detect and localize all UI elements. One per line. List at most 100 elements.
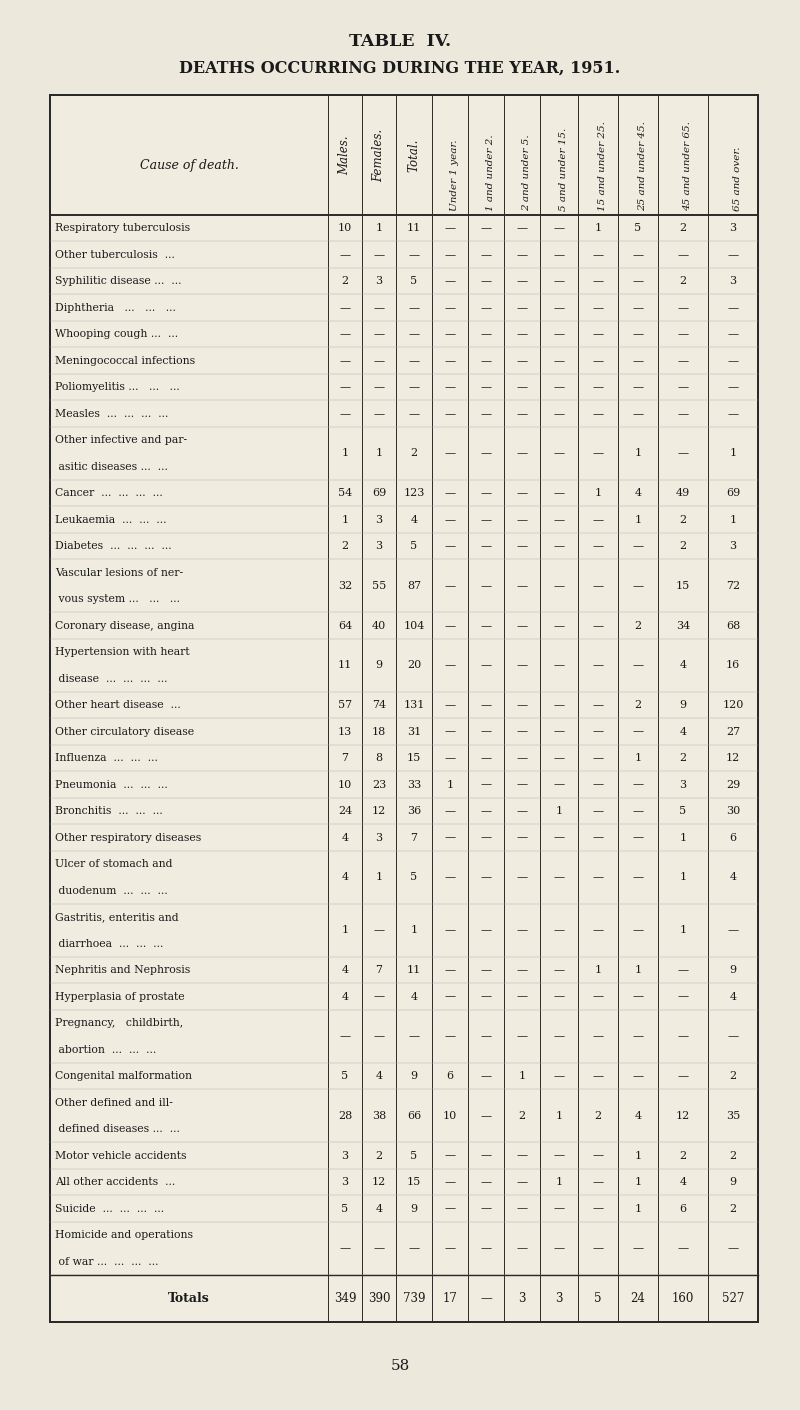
- Text: 4: 4: [410, 515, 418, 525]
- Text: —: —: [633, 276, 643, 286]
- Text: 9: 9: [410, 1204, 418, 1214]
- Text: Whooping cough ...  ...: Whooping cough ... ...: [55, 329, 178, 340]
- Text: —: —: [678, 250, 689, 259]
- Text: —: —: [554, 250, 565, 259]
- Text: —: —: [517, 873, 527, 883]
- Text: 12: 12: [372, 1177, 386, 1187]
- Text: diarrhoea  ...  ...  ...: diarrhoea ... ... ...: [55, 939, 163, 949]
- Text: —: —: [517, 1031, 527, 1042]
- Text: —: —: [633, 832, 643, 843]
- Text: —: —: [481, 780, 491, 790]
- Text: 25 and under 45.: 25 and under 45.: [638, 121, 647, 212]
- Text: —: —: [481, 382, 491, 392]
- Text: —: —: [445, 964, 455, 976]
- Text: —: —: [517, 276, 527, 286]
- Text: —: —: [633, 873, 643, 883]
- Text: —: —: [727, 1244, 738, 1253]
- Text: —: —: [481, 1072, 491, 1081]
- Text: —: —: [445, 873, 455, 883]
- Text: Bronchitis  ...  ...  ...: Bronchitis ... ... ...: [55, 807, 162, 816]
- Text: 30: 30: [726, 807, 740, 816]
- Text: —: —: [481, 1111, 491, 1121]
- Text: Suicide  ...  ...  ...  ...: Suicide ... ... ... ...: [55, 1204, 164, 1214]
- Text: 4: 4: [679, 726, 686, 736]
- Text: Other heart disease  ...: Other heart disease ...: [55, 701, 181, 711]
- Text: —: —: [593, 409, 603, 419]
- Text: of war ...  ...  ...  ...: of war ... ... ... ...: [55, 1256, 158, 1266]
- Text: —: —: [727, 382, 738, 392]
- Text: —: —: [517, 925, 527, 935]
- Text: Hyperplasia of prostate: Hyperplasia of prostate: [55, 991, 185, 1001]
- Text: —: —: [517, 1244, 527, 1253]
- Text: 17: 17: [442, 1292, 458, 1304]
- Text: —: —: [481, 1244, 491, 1253]
- Text: —: —: [554, 276, 565, 286]
- Text: 1: 1: [594, 488, 602, 498]
- Text: 15: 15: [676, 581, 690, 591]
- Text: —: —: [445, 832, 455, 843]
- Text: Total.: Total.: [407, 138, 421, 172]
- Text: —: —: [445, 409, 455, 419]
- Text: —: —: [554, 1031, 565, 1042]
- Text: —: —: [445, 1177, 455, 1187]
- Text: 18: 18: [372, 726, 386, 736]
- Text: —: —: [593, 250, 603, 259]
- Text: —: —: [481, 448, 491, 458]
- Text: —: —: [481, 329, 491, 340]
- Text: —: —: [481, 873, 491, 883]
- Text: TABLE  IV.: TABLE IV.: [349, 34, 451, 51]
- Text: —: —: [445, 250, 455, 259]
- Text: —: —: [517, 991, 527, 1001]
- Text: 1: 1: [446, 780, 454, 790]
- Text: —: —: [554, 1204, 565, 1214]
- Text: 5: 5: [410, 1151, 418, 1160]
- Text: 2: 2: [679, 515, 686, 525]
- Text: —: —: [517, 355, 527, 365]
- Text: 20: 20: [407, 660, 421, 670]
- Text: —: —: [593, 726, 603, 736]
- Text: —: —: [481, 515, 491, 525]
- Text: 36: 36: [407, 807, 421, 816]
- Text: Respiratory tuberculosis: Respiratory tuberculosis: [55, 223, 190, 233]
- Text: Totals: Totals: [168, 1292, 210, 1304]
- Text: defined diseases ...  ...: defined diseases ... ...: [55, 1124, 180, 1134]
- Text: —: —: [633, 1031, 643, 1042]
- Text: Males.: Males.: [338, 135, 351, 175]
- Text: Coronary disease, angina: Coronary disease, angina: [55, 620, 194, 630]
- Text: 4: 4: [342, 964, 349, 976]
- Text: 4: 4: [342, 832, 349, 843]
- Text: 1: 1: [679, 873, 686, 883]
- Text: —: —: [445, 276, 455, 286]
- Text: 2: 2: [679, 223, 686, 233]
- Text: —: —: [633, 382, 643, 392]
- Text: 1: 1: [730, 448, 737, 458]
- Text: —: —: [727, 409, 738, 419]
- Text: 65 and over.: 65 and over.: [733, 147, 742, 212]
- Text: DEATHS OCCURRING DURING THE YEAR, 1951.: DEATHS OCCURRING DURING THE YEAR, 1951.: [179, 59, 621, 76]
- Text: —: —: [445, 355, 455, 365]
- Text: —: —: [445, 807, 455, 816]
- Text: —: —: [593, 1177, 603, 1187]
- Text: 2 and under 5.: 2 and under 5.: [522, 134, 531, 212]
- Text: —: —: [481, 409, 491, 419]
- Text: —: —: [554, 448, 565, 458]
- Text: 3: 3: [342, 1177, 349, 1187]
- Text: —: —: [481, 753, 491, 763]
- Text: 1: 1: [375, 448, 382, 458]
- Text: —: —: [517, 515, 527, 525]
- Text: 390: 390: [368, 1292, 390, 1304]
- Text: Other respiratory diseases: Other respiratory diseases: [55, 832, 202, 843]
- Text: —: —: [678, 1031, 689, 1042]
- Text: 1: 1: [634, 964, 642, 976]
- Text: 1: 1: [594, 964, 602, 976]
- Text: 4: 4: [410, 991, 418, 1001]
- Text: —: —: [593, 448, 603, 458]
- Text: 3: 3: [375, 515, 382, 525]
- Text: —: —: [517, 753, 527, 763]
- Text: —: —: [727, 925, 738, 935]
- Text: —: —: [593, 541, 603, 551]
- Text: Influenza  ...  ...  ...: Influenza ... ... ...: [55, 753, 158, 763]
- Text: Pneumonia  ...  ...  ...: Pneumonia ... ... ...: [55, 780, 168, 790]
- Text: —: —: [593, 991, 603, 1001]
- Text: 1: 1: [594, 223, 602, 233]
